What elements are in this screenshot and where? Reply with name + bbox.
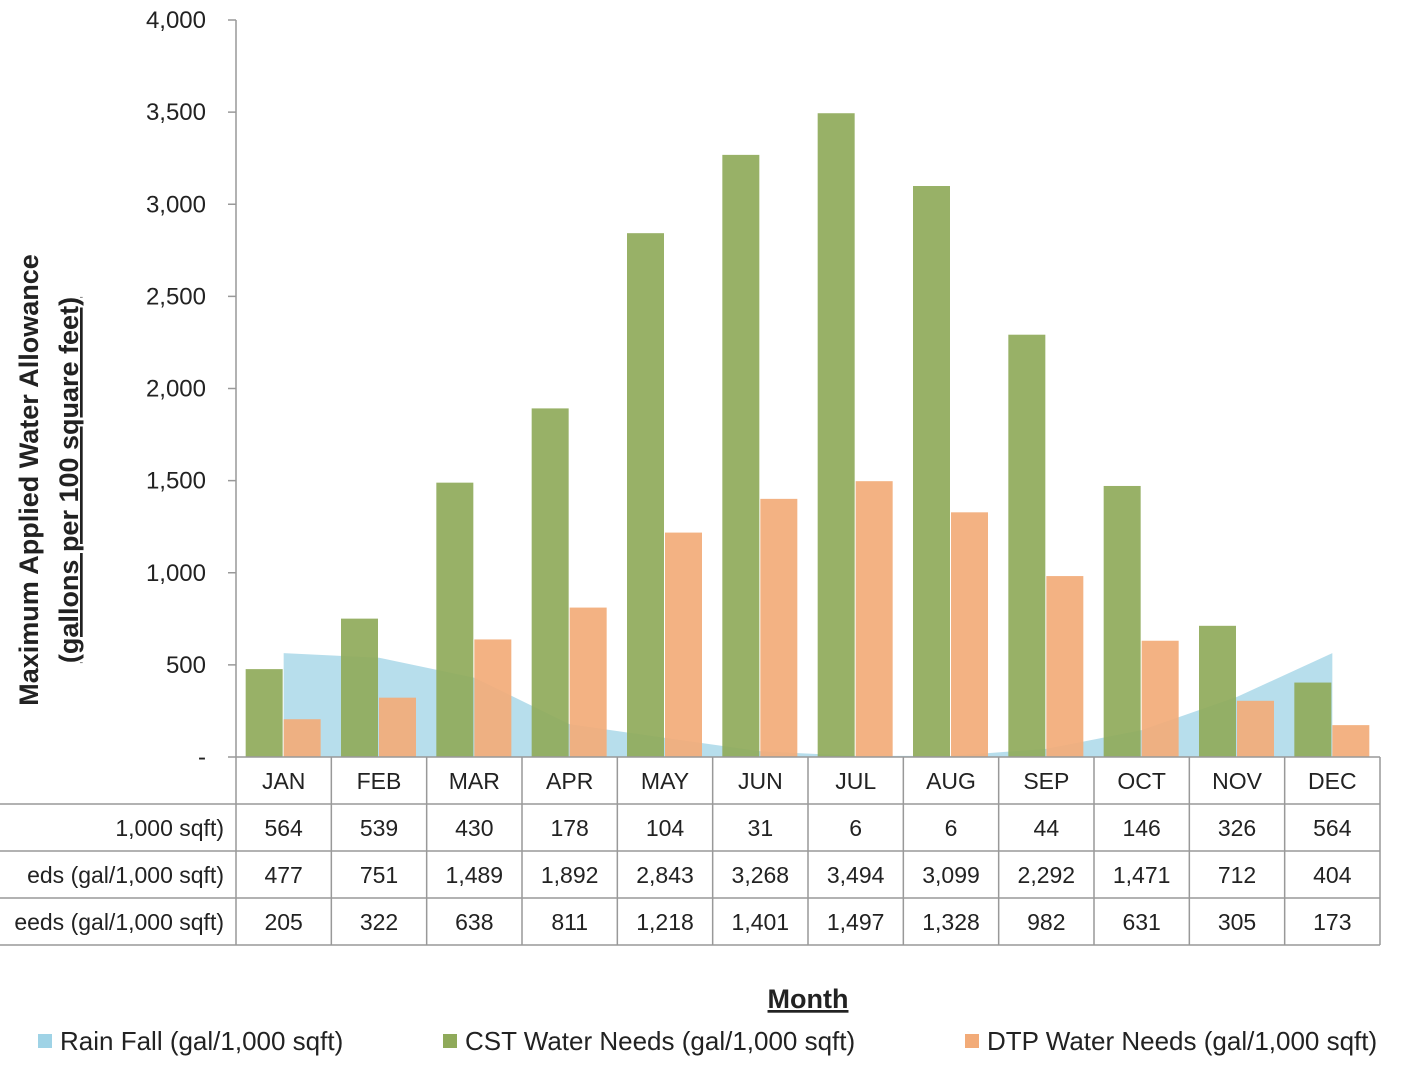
- table-cell-value: 811: [551, 909, 588, 935]
- dtp-bar-jan: [283, 719, 321, 757]
- table-cell-value: 1,218: [636, 909, 694, 935]
- table-cell-value: 44: [1034, 815, 1060, 841]
- category-label: OCT: [1117, 768, 1166, 794]
- table-cell-value: 6: [849, 815, 862, 841]
- legend-label: DTP Water Needs (gal/1,000 sqft): [987, 1026, 1377, 1056]
- y-tick-label: 500: [166, 652, 206, 679]
- cst-bar-mar: [436, 482, 474, 757]
- table-cell-value: 178: [550, 815, 588, 841]
- table-row-label: eds (gal/1,000 sqft): [27, 862, 224, 888]
- legend-label: Rain Fall (gal/1,000 sqft): [60, 1026, 343, 1056]
- table-cell-value: 982: [1027, 909, 1065, 935]
- table-cell-value: 2,292: [1018, 862, 1076, 888]
- table-cell-value: 146: [1122, 815, 1160, 841]
- table-cell-value: 1,497: [827, 909, 885, 935]
- legend-swatch: [965, 1034, 979, 1048]
- legend-swatch: [443, 1034, 457, 1048]
- table-cell-value: 477: [264, 862, 302, 888]
- legend-label: CST Water Needs (gal/1,000 sqft): [465, 1026, 855, 1056]
- table-cell-value: 3,268: [732, 862, 790, 888]
- y-tick-label: 2,000: [146, 376, 206, 403]
- y-tick-label: 1,000: [146, 560, 206, 587]
- cst-bar-apr: [531, 408, 569, 757]
- table-cell-value: 326: [1218, 815, 1256, 841]
- dtp-bar-dec: [1332, 725, 1370, 757]
- table-cell-value: 322: [360, 909, 398, 935]
- table-cell-value: 539: [360, 815, 398, 841]
- dtp-bar-aug: [951, 512, 988, 757]
- table-cell-value: 31: [748, 815, 774, 841]
- table-cell-value: 6: [945, 815, 958, 841]
- table-cell-value: 1,489: [446, 862, 504, 888]
- cst-bar-dec: [1294, 682, 1332, 757]
- table-cell-value: 305: [1218, 909, 1256, 935]
- table-cell-value: 3,099: [922, 862, 980, 888]
- cst-bar-jan: [245, 669, 283, 757]
- cst-bar-feb: [341, 618, 378, 757]
- y-tick-label: 3,500: [146, 99, 206, 126]
- dtp-bar-jul: [855, 481, 893, 757]
- category-label: NOV: [1212, 768, 1263, 794]
- y-axis-title-line2: (gallons per 100 square feet): [54, 297, 84, 663]
- y-tick-label: 3,000: [146, 191, 206, 218]
- dtp-bar-apr: [569, 607, 607, 757]
- table-cell-value: 564: [264, 815, 303, 841]
- dtp-bar-nov: [1237, 700, 1274, 757]
- cst-bar-oct: [1103, 485, 1141, 757]
- cst-bar-aug: [913, 186, 950, 757]
- table-cell-value: 638: [455, 909, 493, 935]
- category-label: JAN: [262, 768, 305, 794]
- category-label: JUL: [835, 768, 876, 794]
- dtp-bar-sep: [1046, 576, 1084, 757]
- table-cell-value: 2,843: [636, 862, 694, 888]
- dtp-bar-may: [665, 532, 702, 757]
- table-cell-value: 104: [646, 815, 685, 841]
- y-tick-label: -: [198, 744, 206, 771]
- table-cell-value: 1,471: [1113, 862, 1171, 888]
- cst-bar-nov: [1199, 625, 1236, 757]
- x-axis-title: Month: [768, 984, 849, 1014]
- cst-bar-jul: [817, 113, 855, 758]
- table-cell-value: 564: [1313, 815, 1352, 841]
- cst-bar-jun: [722, 154, 760, 758]
- cst-bar-may: [627, 233, 664, 757]
- category-label: MAY: [641, 768, 689, 794]
- category-label: MAR: [449, 768, 500, 794]
- table-cell-value: 404: [1313, 862, 1352, 888]
- y-tick-label: 2,500: [146, 283, 206, 310]
- category-label: SEP: [1023, 768, 1069, 794]
- dtp-bar-feb: [379, 697, 416, 757]
- y-axis-title-line1: Maximum Applied Water Allowance: [14, 254, 44, 706]
- legend-swatch: [38, 1034, 52, 1048]
- category-label: DEC: [1308, 768, 1357, 794]
- table-cell-value: 430: [455, 815, 493, 841]
- table-cell-value: 1,401: [732, 909, 790, 935]
- table-cell-value: 712: [1218, 862, 1256, 888]
- table-cell-value: 751: [360, 862, 398, 888]
- table-cell-value: 1,892: [541, 862, 599, 888]
- table-cell-value: 173: [1313, 909, 1351, 935]
- table-row-label: eeds (gal/1,000 sqft): [14, 909, 224, 935]
- dtp-bar-jun: [760, 498, 798, 757]
- cst-bar-sep: [1008, 334, 1046, 757]
- category-label: JUN: [738, 768, 783, 794]
- table-cell-value: 205: [264, 909, 302, 935]
- table-row-label: 1,000 sqft): [115, 815, 224, 841]
- dtp-bar-mar: [474, 639, 512, 757]
- y-tick-label: 1,500: [146, 468, 206, 495]
- table-cell-value: 1,328: [922, 909, 980, 935]
- category-label: AUG: [926, 768, 976, 794]
- y-tick-label: 4,000: [146, 7, 206, 34]
- table-cell-value: 631: [1122, 909, 1160, 935]
- category-label: FEB: [357, 768, 402, 794]
- dtp-bar-oct: [1141, 640, 1179, 757]
- table-cell-value: 3,494: [827, 862, 885, 888]
- category-label: APR: [546, 768, 593, 794]
